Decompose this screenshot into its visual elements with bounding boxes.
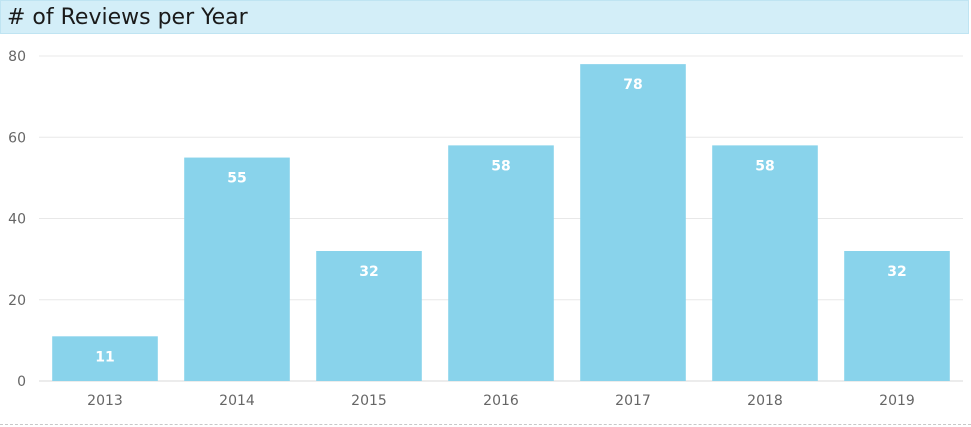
- x-tick-label-2013: 2013: [87, 393, 123, 409]
- x-axis-ticks: 2013 2014 2015 2016 2017 2018 2019: [87, 393, 915, 409]
- bar-2015[interactable]: [316, 251, 422, 381]
- bottom-divider: [0, 424, 971, 425]
- bars: 11 55 32 58 78 58 32: [52, 64, 950, 381]
- bar-2014[interactable]: [184, 157, 290, 381]
- y-tick-label-60: 60: [8, 130, 26, 146]
- data-label-2016: 58: [491, 158, 510, 174]
- y-axis-ticks: 0 20 40 60 80: [8, 49, 26, 390]
- y-tick-label-40: 40: [8, 212, 26, 228]
- bar-2017[interactable]: [580, 64, 686, 381]
- data-label-2019: 32: [887, 264, 906, 280]
- bar-2016[interactable]: [448, 145, 554, 381]
- title-bar: # of Reviews per Year: [0, 0, 969, 34]
- chart-title: # of Reviews per Year: [7, 5, 248, 30]
- bar-2019[interactable]: [844, 251, 950, 381]
- y-tick-label-0: 0: [17, 374, 26, 390]
- data-label-2017: 78: [623, 77, 642, 93]
- data-label-2014: 55: [227, 171, 246, 187]
- bar-2018[interactable]: [712, 145, 818, 381]
- bar-2013[interactable]: [52, 336, 158, 381]
- x-tick-label-2017: 2017: [615, 393, 651, 409]
- y-tick-label-80: 80: [8, 49, 26, 65]
- x-tick-label-2018: 2018: [747, 393, 783, 409]
- y-tick-label-20: 20: [8, 293, 26, 309]
- data-label-2018: 58: [755, 158, 774, 174]
- x-tick-label-2016: 2016: [483, 393, 519, 409]
- x-tick-label-2015: 2015: [351, 393, 387, 409]
- data-label-2013: 11: [95, 349, 114, 365]
- data-label-2015: 32: [359, 264, 378, 280]
- x-tick-label-2014: 2014: [219, 393, 255, 409]
- x-tick-label-2019: 2019: [879, 393, 915, 409]
